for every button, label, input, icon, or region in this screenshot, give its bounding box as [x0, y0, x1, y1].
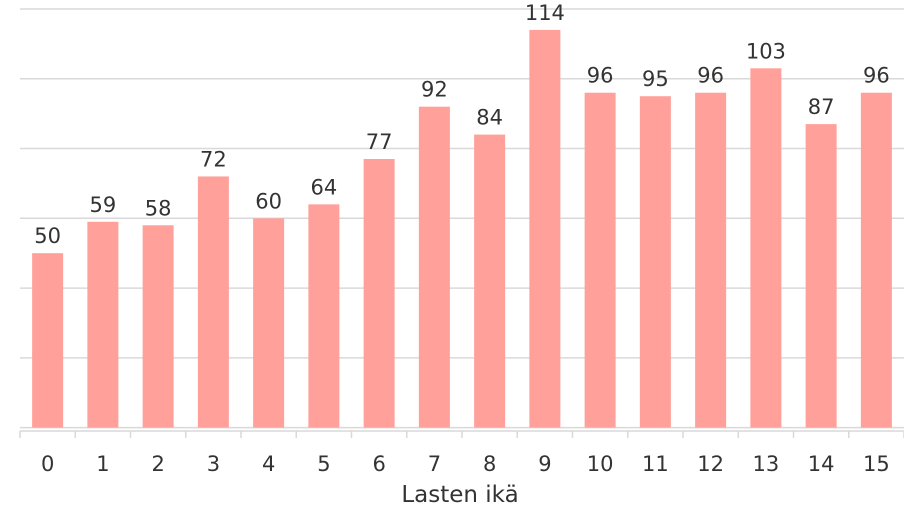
x-tick-label: 14	[808, 452, 835, 476]
x-tick-label: 1	[96, 452, 109, 476]
data-label: 60	[255, 189, 282, 213]
x-axis: 0 1 2 3 4 5 6 7 8 9 10 11 12 13 14 15	[19, 430, 904, 476]
data-label: 92	[421, 78, 448, 102]
bar	[474, 134, 506, 428]
x-tick-label: 11	[642, 452, 669, 476]
data-label: 59	[90, 193, 117, 217]
bars	[32, 29, 892, 428]
data-label: 77	[366, 130, 393, 154]
bar	[639, 96, 671, 428]
bar	[750, 68, 782, 428]
bar	[253, 218, 285, 428]
x-tick-label: 7	[428, 452, 441, 476]
x-tick-label: 2	[151, 452, 164, 476]
data-label: 72	[200, 147, 227, 171]
x-tick-label: 13	[753, 452, 780, 476]
bar	[142, 225, 174, 428]
data-label: 96	[587, 64, 614, 88]
bar	[363, 159, 395, 428]
x-tick-label: 12	[697, 452, 724, 476]
x-tick-label: 0	[41, 452, 54, 476]
data-label: 84	[476, 106, 503, 130]
bar	[32, 253, 64, 428]
bar	[860, 92, 892, 428]
data-label: 96	[863, 64, 890, 88]
bar	[308, 204, 340, 428]
data-labels: 50 59 58 72 60 64 77 92 84 114 96 95 96 103 87 96	[34, 1, 889, 248]
data-label: 95	[642, 67, 669, 91]
bar	[197, 176, 229, 428]
data-label: 87	[808, 95, 835, 119]
bar	[584, 92, 616, 428]
bar	[695, 92, 727, 428]
bar	[805, 124, 837, 428]
data-label: 114	[525, 1, 565, 25]
x-tick-label: 3	[207, 452, 220, 476]
data-label: 103	[746, 39, 786, 63]
x-axis-title: Lasten ikä	[401, 482, 518, 505]
data-label: 50	[34, 224, 61, 248]
bar	[529, 29, 561, 428]
x-tick-label: 10	[587, 452, 614, 476]
bar	[418, 106, 450, 428]
x-tick-label: 9	[538, 452, 551, 476]
bar	[87, 221, 119, 428]
data-label: 64	[311, 175, 338, 199]
data-label: 96	[697, 64, 724, 88]
x-tick-label: 6	[372, 452, 385, 476]
x-tick-label: 5	[317, 452, 330, 476]
x-tick-label: 4	[262, 452, 275, 476]
data-label: 58	[145, 196, 172, 220]
x-tick-label: 15	[863, 452, 890, 476]
x-tick-label: 8	[483, 452, 496, 476]
